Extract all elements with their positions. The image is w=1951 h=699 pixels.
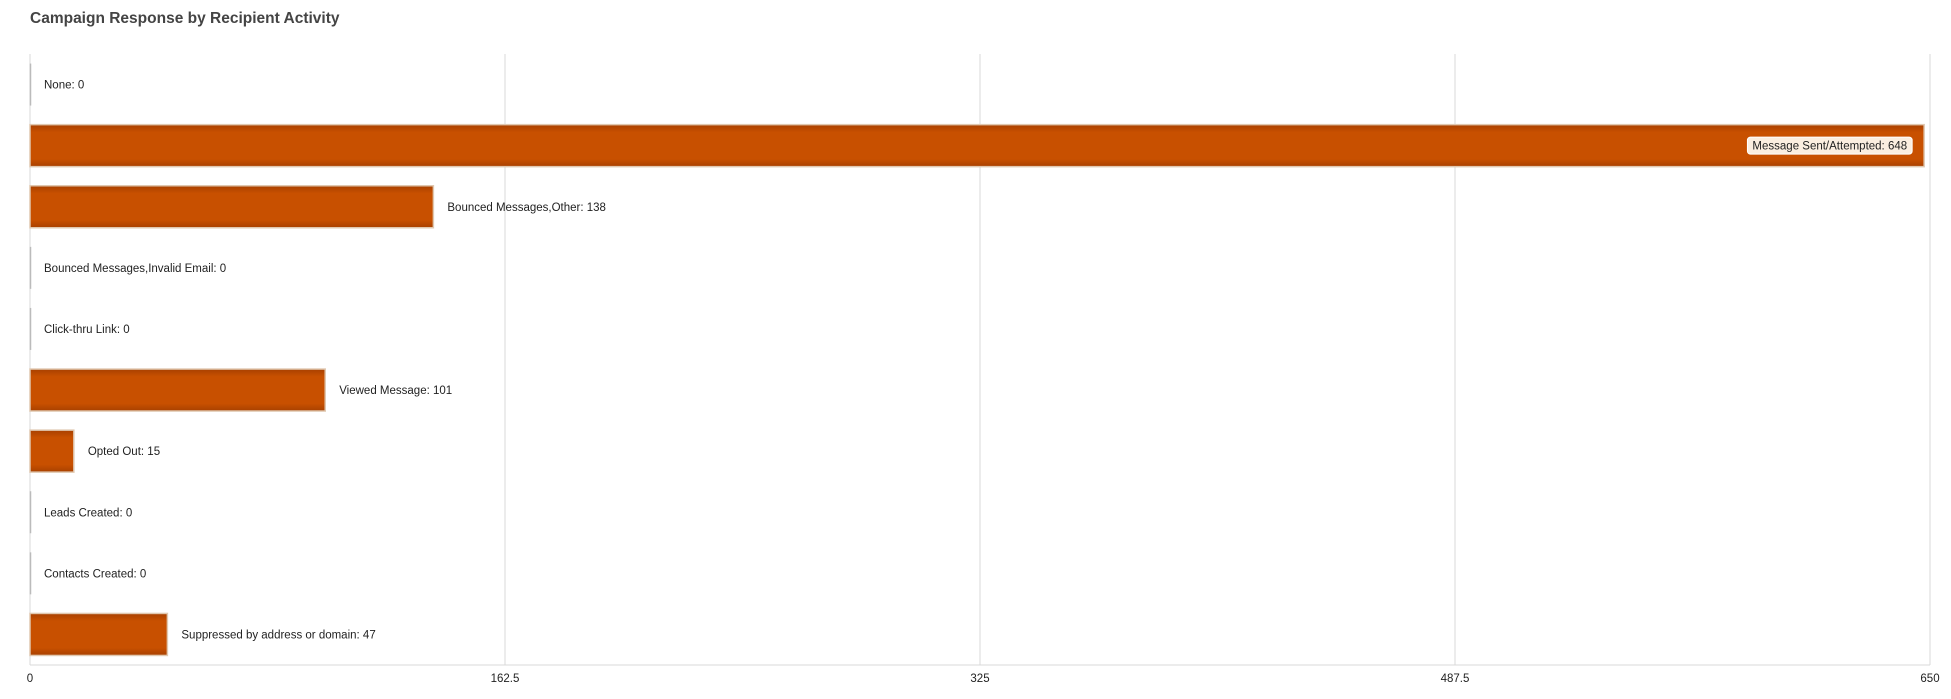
bar-6[interactable] — [29, 429, 75, 473]
data-label-box-1 — [1746, 136, 1913, 155]
data-label-7: Leads Created: 0 — [44, 507, 132, 519]
x-tick-label-1: 162.5 — [491, 673, 520, 685]
x-tick-label-3: 487.5 — [1441, 673, 1470, 685]
data-label-6: Opted Out: 15 — [88, 446, 160, 458]
x-tick-label-0: 0 — [27, 673, 33, 685]
bar-9[interactable] — [29, 612, 169, 657]
data-label-1: Message Sent/Attempted: 648 — [1752, 141, 1907, 153]
data-labels: None: 0 Message Sent/Attempted: 648 Bounce… — [44, 80, 1913, 641]
bar-5[interactable] — [29, 368, 326, 412]
x-axis: 0 162.5 325 487.5 650 — [27, 664, 1940, 685]
bar-1[interactable] — [29, 123, 1925, 168]
data-label-5: Viewed Message: 101 — [339, 385, 452, 397]
x-tick-label-4: 650 — [1920, 673, 1939, 685]
data-label-3: Bounced Messages,Invalid Email: 0 — [44, 263, 226, 275]
bars — [29, 63, 1925, 657]
data-label-2: Bounced Messages,Other: 138 — [447, 202, 606, 214]
x-tick-label-2: 325 — [970, 673, 989, 685]
data-label-0: None: 0 — [44, 80, 84, 92]
bar-2[interactable] — [29, 185, 435, 229]
data-label-9: Suppressed by address or domain: 47 — [181, 629, 375, 641]
data-label-4: Click-thru Link: 0 — [44, 324, 130, 336]
data-label-8: Contacts Created: 0 — [44, 568, 146, 580]
chart-title: Campaign Response by Recipient Activity — [30, 10, 340, 27]
